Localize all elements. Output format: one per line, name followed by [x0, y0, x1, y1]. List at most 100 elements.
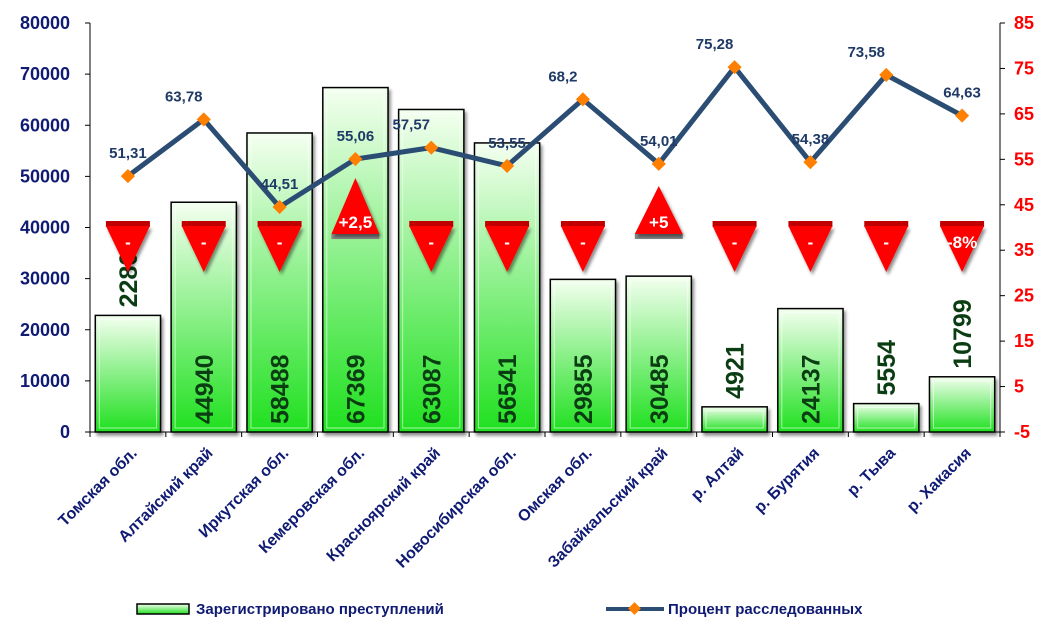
bar-value-label: 30485: [646, 354, 674, 424]
bar-value-label: 63087: [418, 354, 446, 424]
bar-bevel: [477, 146, 537, 429]
left-tick-label: 40000: [20, 218, 70, 238]
line-value-label: 53,55: [488, 135, 526, 152]
line-value-label: 73,58: [847, 44, 885, 61]
right-tick-label: 55: [1014, 149, 1034, 169]
bar-bevel: [98, 318, 158, 429]
down-triangle: [181, 226, 226, 272]
bar: [94, 314, 162, 433]
bar-bevel: [250, 136, 309, 429]
right-tick-label: 65: [1014, 104, 1034, 124]
line-point: [651, 156, 666, 171]
left-tick-label: 60000: [20, 115, 70, 135]
bar: [777, 307, 844, 433]
up-triangle: [634, 186, 683, 234]
bar-bevel: [857, 407, 916, 429]
line-point: [803, 155, 818, 170]
right-tick-label: 5: [1014, 377, 1024, 397]
bar-value-label: 67369: [342, 354, 370, 424]
down-triangle: [560, 226, 605, 272]
triangle-cap: [105, 221, 150, 227]
right-tick-label: -5: [1014, 422, 1030, 442]
line-point: [500, 158, 515, 173]
bar-bevel: [402, 112, 461, 429]
change-label: -: [428, 233, 434, 252]
right-tick-label: 45: [1014, 195, 1034, 215]
bar-value-label: 10799: [949, 299, 977, 369]
bar: [322, 86, 389, 433]
bar: [928, 376, 996, 433]
bar-bevel: [174, 205, 233, 429]
triangle-base: [634, 234, 683, 239]
line-value-label: 64,63: [943, 85, 981, 102]
change-label: -: [125, 233, 131, 252]
down-triangle: [105, 226, 150, 272]
down-triangle: [409, 226, 454, 272]
change-label: -: [883, 233, 889, 252]
category-label: Томская обл.: [56, 445, 141, 530]
left-tick-label: 30000: [20, 269, 70, 289]
right-tick-label: 35: [1014, 240, 1034, 260]
line-value-label: 54,01: [640, 133, 678, 150]
line-value-label: 54,38: [792, 131, 830, 148]
change-label: +2,5: [339, 213, 373, 232]
line-value-label: 75,28: [696, 36, 734, 53]
bar-bevel: [705, 410, 764, 429]
triangle-cap: [257, 221, 302, 227]
category-label: р. Тыва: [844, 445, 899, 500]
bar-value-label: 29855: [570, 354, 598, 424]
category-label: р. Бурятия: [751, 445, 823, 517]
line-point: [955, 108, 970, 123]
right-tick-label: 85: [1014, 13, 1034, 33]
line-value-label: 44,51: [261, 176, 299, 193]
triangle-base: [331, 234, 380, 239]
bar: [473, 142, 541, 433]
legend-line-label: Процент расследованных: [668, 601, 863, 618]
triangle-cap: [940, 221, 985, 227]
legend-line-marker: [628, 602, 641, 615]
right-tick-label: 75: [1014, 58, 1034, 78]
change-label: -: [504, 233, 510, 252]
right-tick-label: 25: [1014, 286, 1034, 306]
change-label: -: [580, 233, 586, 252]
left-tick-label: 10000: [20, 371, 70, 391]
triangle-cap: [181, 221, 226, 227]
left-tick-label: 80000: [20, 13, 70, 33]
change-label: -: [277, 233, 283, 252]
change-markers: - - - +2,5 - - - +5 - - - -8%: [105, 178, 985, 272]
legend-bar-label: Зарегистрировано преступлений: [196, 601, 444, 618]
bar-bevel: [553, 282, 613, 429]
bar-bevel: [326, 91, 385, 429]
bar-value-label: 24137: [797, 354, 825, 424]
up-triangle: [331, 178, 380, 234]
line-point: [424, 140, 439, 155]
line-point: [575, 92, 590, 107]
down-triangle: [940, 226, 985, 272]
line-path: [126, 64, 964, 210]
line-point: [348, 151, 363, 167]
bar: [625, 275, 693, 433]
line-value-label: 63,78: [165, 88, 203, 105]
left-tick-label: 50000: [20, 166, 70, 186]
left-tick-label: 70000: [20, 64, 70, 84]
down-triangle: [712, 226, 757, 272]
down-triangle: [864, 226, 909, 272]
legend-bar-swatch: [136, 603, 190, 615]
line-point: [879, 67, 894, 82]
bar: [549, 278, 617, 433]
bar: [852, 402, 920, 433]
triangle-cap: [788, 221, 833, 227]
change-label: -8%: [947, 233, 977, 252]
line-value-label: 51,31: [109, 145, 147, 162]
bar-value-label: 44940: [191, 354, 219, 424]
down-triangle: [485, 226, 530, 272]
change-label: -: [808, 233, 814, 252]
line-point: [272, 199, 287, 215]
category-label: р. Хакасия: [904, 445, 975, 516]
category-label: Омская обл.: [515, 445, 596, 526]
change-label: +5: [649, 213, 668, 232]
line-value-label: 57,57: [392, 117, 430, 134]
change-label: -: [201, 233, 207, 252]
